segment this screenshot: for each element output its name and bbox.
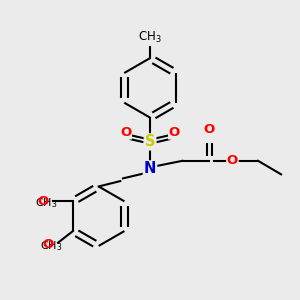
Text: O: O	[227, 154, 238, 167]
Text: O: O	[43, 238, 54, 251]
Text: N: N	[144, 161, 156, 176]
Text: CH$_3$: CH$_3$	[35, 196, 58, 210]
Text: CH$_3$: CH$_3$	[138, 29, 162, 45]
Text: O: O	[38, 195, 49, 208]
Text: O: O	[120, 126, 131, 139]
Text: S: S	[145, 134, 155, 149]
Text: CH$_3$: CH$_3$	[40, 239, 63, 253]
Text: O: O	[204, 124, 215, 136]
Text: O: O	[169, 126, 180, 139]
